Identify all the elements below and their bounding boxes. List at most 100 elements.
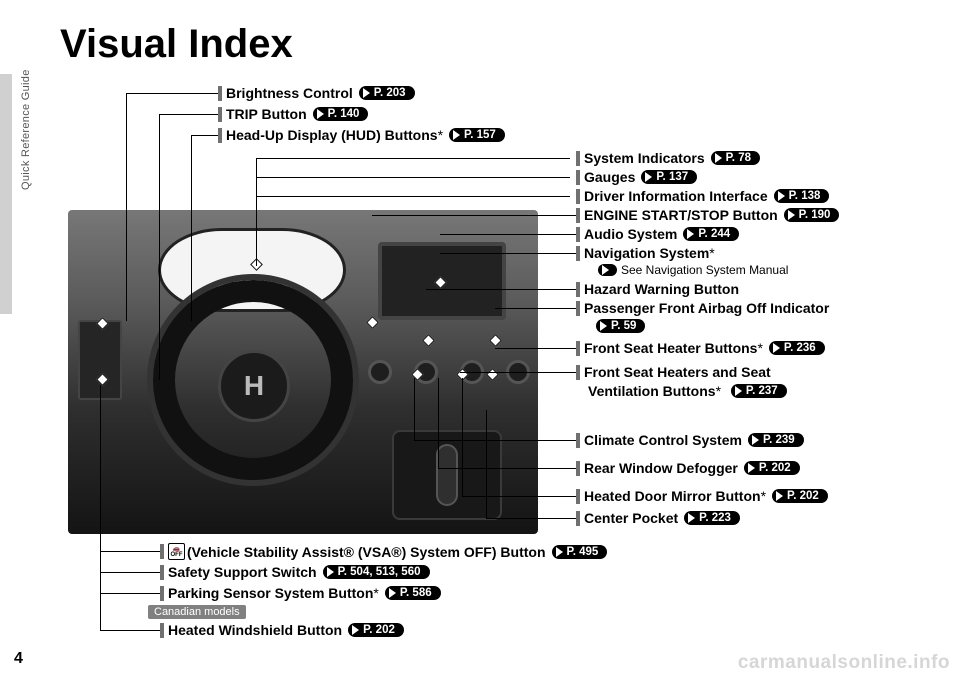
label-text: Safety Support Switch (168, 564, 317, 580)
label-driver-info: Driver Information Interface P. 138 (576, 188, 829, 204)
page-ref-pill: P. 138 (774, 189, 830, 203)
tick-icon (218, 107, 222, 122)
label-text: Hazard Warning Button (584, 281, 739, 297)
label-text: Climate Control System (584, 432, 742, 448)
label-text: Passenger Front Airbag Off Indicator (584, 300, 829, 316)
region-badge: Canadian models (148, 605, 246, 619)
label-text: Gauges (584, 169, 635, 185)
tick-icon (160, 565, 164, 580)
leader-line (462, 496, 576, 497)
leader-line (495, 348, 576, 349)
leader-line (256, 177, 570, 178)
leader-line (126, 93, 127, 321)
label-airbag-off: Passenger Front Airbag Off Indicator (576, 300, 829, 316)
label-trip: TRIP Button P. 140 (218, 106, 368, 122)
label-safety-support: Safety Support Switch P. 504, 513, 560 (160, 564, 430, 580)
tick-icon (576, 489, 580, 504)
label-seat-vent: Front Seat Heaters and Seat (576, 364, 771, 380)
tick-icon (576, 301, 580, 316)
label-hud: Head-Up Display (HUD) Buttons* P. 157 (218, 127, 505, 143)
label-seat-vent-cont: Ventilation Buttons* P. 237 (576, 383, 787, 399)
leader-line (440, 253, 576, 254)
page-ref-pill: P. 137 (641, 170, 697, 184)
label-seat-heater: Front Seat Heater Buttons* P. 236 (576, 340, 825, 356)
leader-line (372, 215, 576, 216)
leader-line (486, 518, 576, 519)
page-number: 4 (14, 650, 23, 668)
arrow-pill (598, 264, 617, 276)
page-ref-pill: P. 504, 513, 560 (323, 565, 430, 579)
label-brightness: Brightness Control P. 203 (218, 85, 415, 101)
leader-line (100, 630, 160, 631)
leader-line (159, 114, 218, 115)
asterisk: * (709, 245, 714, 261)
label-climate: Climate Control System P. 239 (576, 432, 804, 448)
label-text: Head-Up Display (HUD) Buttons (226, 127, 438, 143)
watermark: carmanualsonline.info (738, 652, 950, 674)
page-ref-pill: P. 239 (748, 433, 804, 447)
tick-icon (160, 586, 164, 601)
label-heated-mirror: Heated Door Mirror Button* P. 202 (576, 488, 828, 504)
page-ref-pill: P. 202 (744, 461, 800, 475)
label-text: Audio System (584, 226, 677, 242)
page-ref-pill: P. 203 (359, 86, 415, 100)
label-center-pocket: Center Pocket P. 223 (576, 510, 740, 526)
label-gauges: Gauges P. 137 (576, 169, 697, 185)
leader-line (100, 572, 160, 573)
label-text: Rear Window Defogger (584, 460, 738, 476)
leader-line (414, 378, 415, 440)
tick-icon (160, 623, 164, 638)
label-rear-defog: Rear Window Defogger P. 202 (576, 460, 800, 476)
knob (368, 360, 392, 384)
label-text: Front Seat Heaters and Seat (584, 364, 771, 380)
leader-line (460, 372, 576, 373)
leader-line (100, 593, 160, 594)
leader-line (256, 196, 570, 197)
label-text: TRIP Button (226, 106, 307, 122)
page-root: Visual Index Quick Reference Guide 4 car… (0, 0, 960, 678)
tick-icon (576, 282, 580, 297)
leader-line (191, 135, 218, 136)
label-text: (Vehicle Stability Assist® (VSA®) System… (187, 544, 546, 560)
page-ref-pill: P. 202 (772, 489, 828, 503)
page-ref-pill: P. 59 (596, 319, 645, 333)
leader-line (191, 135, 192, 321)
tick-icon (576, 461, 580, 476)
asterisk: * (716, 383, 721, 399)
callout-marker (366, 316, 379, 329)
tick-icon (576, 246, 580, 261)
shift-slot (436, 444, 458, 506)
label-navigation: Navigation System* (576, 245, 715, 261)
asterisk: * (438, 127, 443, 143)
tick-icon (576, 511, 580, 526)
page-ref-pill: P. 190 (784, 208, 840, 222)
leader-line (426, 289, 576, 290)
vsa-off-icon: 🚗OFF (168, 543, 185, 560)
page-ref-pill: P. 78 (711, 151, 760, 165)
page-ref-pill: P. 495 (552, 545, 608, 559)
label-text: Ventilation Buttons (588, 383, 716, 399)
leader-line (100, 551, 160, 552)
leader-line (440, 234, 576, 235)
label-hazard: Hazard Warning Button (576, 281, 739, 297)
tick-icon (576, 151, 580, 166)
page-ref-pill: P. 202 (348, 623, 404, 637)
label-text: Brightness Control (226, 85, 353, 101)
tick-icon (160, 544, 164, 559)
leader-line (159, 114, 160, 380)
label-system-indicators: System Indicators P. 78 (576, 150, 760, 166)
label-text: Navigation System (584, 245, 709, 261)
leader-line (462, 378, 463, 496)
page-ref-pill: P. 223 (684, 511, 740, 525)
leader-line (126, 93, 218, 94)
label-text: Front Seat Heater Buttons (584, 340, 757, 356)
label-text: Center Pocket (584, 510, 678, 526)
label-heated-windshield: Heated Windshield Button P. 202 (160, 622, 404, 638)
label-audio: Audio System P. 244 (576, 226, 739, 242)
label-text: ENGINE START/STOP Button (584, 207, 778, 223)
sidebar-tab (0, 74, 12, 314)
leader-line (256, 158, 257, 266)
asterisk: * (373, 585, 378, 601)
label-parking-sensor: Parking Sensor System Button* P. 586 (160, 585, 441, 601)
tick-icon (218, 86, 222, 101)
